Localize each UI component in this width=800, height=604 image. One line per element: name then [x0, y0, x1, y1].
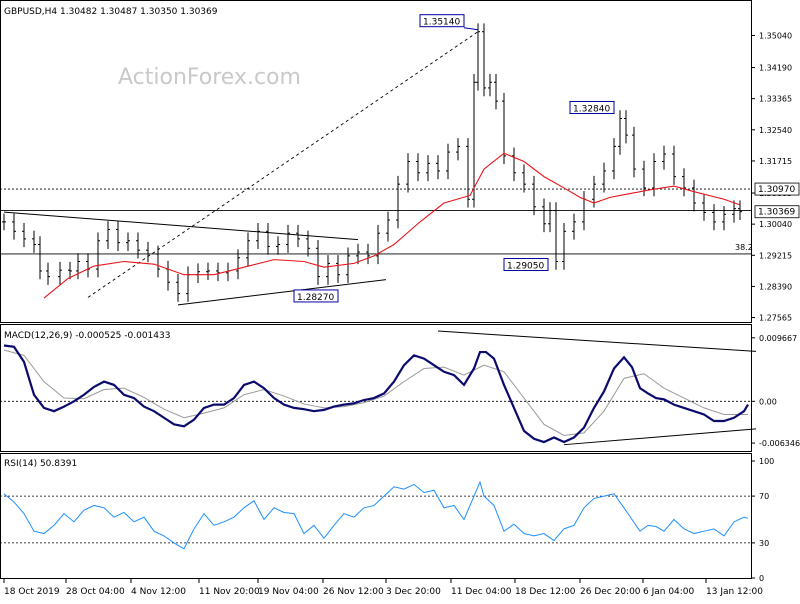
macd-line: [3, 344, 749, 444]
axis-layer: 1.350401.341901.333651.325401.317151.308…: [3, 31, 800, 597]
time-tick-label: 6 Jan 04:00: [643, 587, 695, 597]
watermark: ActionForex.com: [118, 65, 301, 90]
rsi-ytick-label: 100: [759, 457, 774, 466]
dotted-trendline: [87, 31, 479, 298]
price-layer: 1.35140 1.32840 1.28270 1.29050 38.2: [0, 14, 753, 306]
price-ytick-label: 1.30040: [759, 220, 792, 229]
rsi-header: RSI(14) 50.8391: [4, 459, 77, 469]
current-price-label: 1.30369: [758, 208, 795, 218]
callout-connector: [463, 27, 479, 31]
price-callout-box: [419, 14, 465, 28]
time-tick-label: 26 Nov 12:00: [323, 587, 384, 597]
rsi-panel: [0, 453, 752, 579]
price-ytick-label: 1.33365: [759, 95, 792, 104]
price-ytick-label: 1.35040: [759, 31, 792, 40]
macd-ytick-label: 0.00: [759, 397, 777, 406]
macd-trendline: [563, 428, 757, 446]
macd-layer: [0, 330, 757, 446]
price-ytick-label: 1.34190: [759, 64, 792, 73]
time-tick-label: 13 Jan 12:00: [706, 587, 763, 597]
price-header: GBPUSD,H4 1.30482 1.30487 1.30350 1.3036…: [4, 7, 218, 17]
macd-ytick-label: 0.009667: [759, 334, 797, 343]
moving-average-line: [43, 152, 741, 299]
macd-trendline: [437, 330, 757, 352]
time-tick-label: 26 Dec 20:00: [580, 587, 641, 597]
time-tick-label: 19 Nov 04:00: [258, 587, 319, 597]
rsi-line: [3, 480, 749, 550]
level-label: 1.30970: [758, 185, 795, 195]
price-ytick-label: 1.32540: [759, 126, 792, 135]
rsi-ytick-label: 0: [759, 574, 764, 583]
price-ytick-label: 1.27565: [759, 314, 792, 323]
price-callout: 1.32840: [573, 104, 610, 114]
price-callout: 1.28270: [297, 293, 334, 303]
rsi-layer: [0, 480, 751, 550]
price-ytick-label: 1.29215: [759, 251, 792, 260]
rsi-ytick-label: 30: [759, 539, 769, 548]
time-tick-label: 11 Nov 20:00: [199, 587, 260, 597]
rsi-ytick-label: 70: [759, 492, 769, 501]
macd-header: MACD(12,26,9) -0.000525 -0.001433: [4, 331, 170, 341]
time-tick-label: 18 Dec 12:00: [515, 587, 576, 597]
time-tick-label: 11 Dec 04:00: [451, 587, 512, 597]
price-callout: 1.35140: [423, 18, 460, 28]
price-callout-box: [293, 289, 339, 303]
price-trendline: [3, 211, 359, 241]
time-tick-label: 3 Dec 20:00: [386, 587, 441, 597]
macd-signal-line: [3, 349, 748, 437]
price-ytick-label: 1.28390: [759, 282, 792, 291]
price-trendline: [177, 279, 387, 306]
price-ytick-label: 1.31715: [759, 157, 792, 166]
time-tick-label: 18 Oct 2019: [4, 587, 60, 597]
price-callout-box: [569, 100, 615, 114]
price-callout-box: [503, 258, 549, 272]
current-price-box: [754, 205, 800, 219]
macd-panel: [0, 324, 752, 452]
price-callout: 1.29050: [507, 262, 544, 272]
price-panel: [0, 0, 752, 323]
macd-ytick-label: -0.006346: [759, 439, 800, 448]
time-tick-label: 4 Nov 12:00: [131, 587, 186, 597]
fib-label: 38.2: [735, 243, 753, 252]
level-box: [754, 182, 800, 196]
time-tick-label: 28 Oct 04:00: [66, 587, 125, 597]
